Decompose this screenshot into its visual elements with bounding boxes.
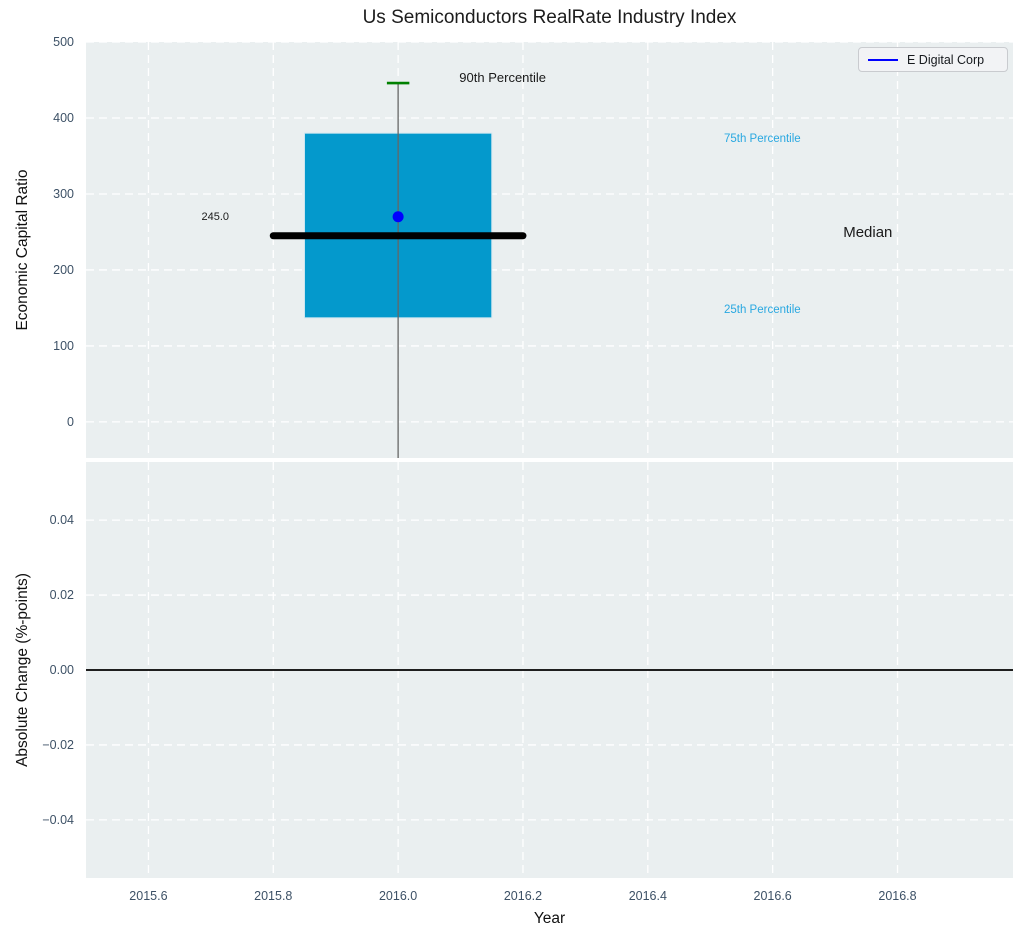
x-tick-label: 2016.6 <box>753 889 792 903</box>
legend[interactable]: E Digital Corp <box>858 47 1008 72</box>
x-tick-label: 2015.6 <box>129 889 168 903</box>
y-tick-label-bottom: −0.02 <box>42 737 74 752</box>
y-tick-label-top: 300 <box>53 186 74 201</box>
legend-label: E Digital Corp <box>907 52 985 67</box>
y-tick-label-top: 100 <box>53 338 74 353</box>
annotation-25th-percentile: 25th Percentile <box>723 303 801 316</box>
x-tick-label: 2016.8 <box>878 889 917 903</box>
y-tick-label-bottom: 0.02 <box>49 588 74 603</box>
bottom-plot-canvas <box>86 462 1013 878</box>
y-tick-label-bottom: 0.00 <box>49 663 74 677</box>
legend-line-swatch <box>868 58 898 61</box>
x-tick-label: 2016.2 <box>503 889 543 903</box>
y-tick-label-bottom: 0.04 <box>49 513 74 528</box>
x-tick-label: 2016.4 <box>628 889 667 903</box>
annotation-90th-percentile: 90th Percentile <box>459 70 547 86</box>
x-tick-label: 2015.8 <box>254 889 293 903</box>
y-tick-label-top: 0 <box>67 414 74 429</box>
chart-title: Us Semiconductors RealRate Industry Inde… <box>362 7 737 28</box>
annotation-245-0: 245.0 <box>201 211 230 224</box>
company-point[interactable] <box>392 211 404 223</box>
y-tick-label-bottom: −0.04 <box>42 812 74 827</box>
x-tick-label: 2016.0 <box>378 889 418 903</box>
annotation-75th-percentile: 75th Percentile <box>723 132 801 145</box>
annotation-median: Median <box>843 224 893 242</box>
y-tick-label-top: 500 <box>53 35 74 49</box>
x-axis-label: Year <box>533 910 566 927</box>
y-tick-label-top: 400 <box>53 110 74 125</box>
top-plot-canvas <box>86 42 1013 458</box>
top-plot-background <box>86 42 1013 458</box>
y-tick-label-top: 200 <box>53 262 74 277</box>
